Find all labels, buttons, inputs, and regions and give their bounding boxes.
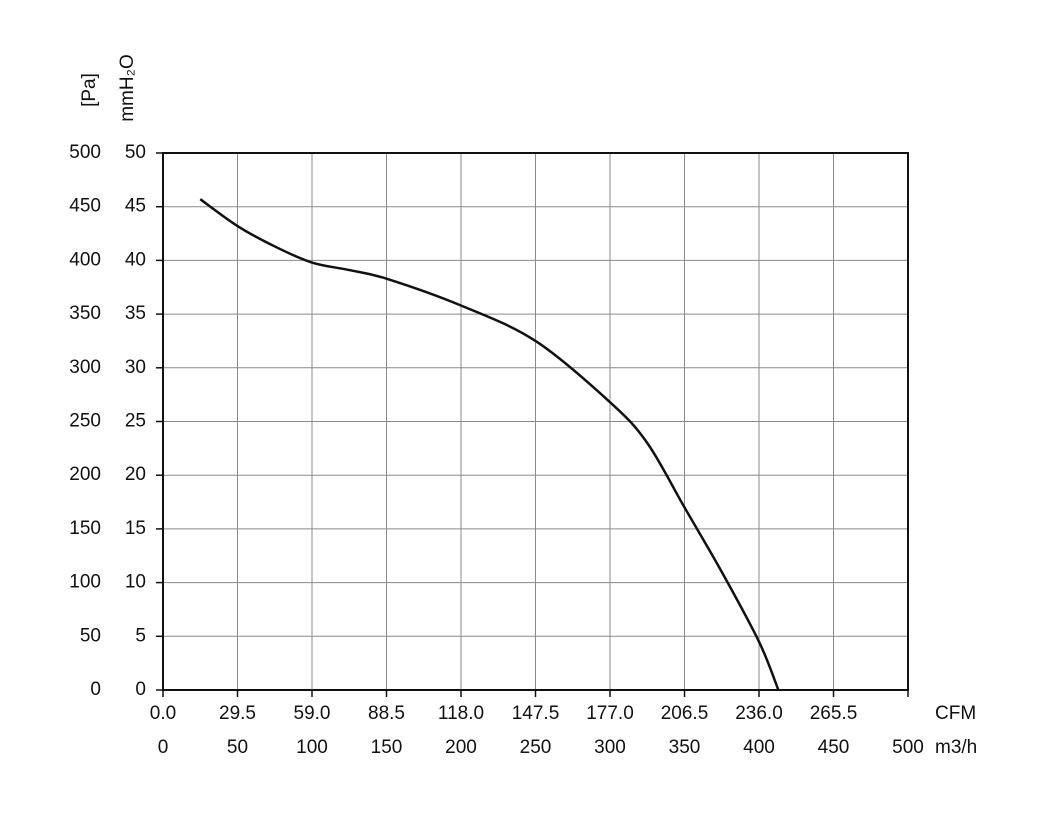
x-tick-label: 100: [296, 737, 328, 758]
y-tick-label: 0: [90, 679, 101, 700]
x2-axis-label: CFM: [935, 703, 976, 724]
y-tick-label: 100: [69, 572, 101, 593]
y-tick-label: 150: [69, 518, 101, 539]
y-axis-label: [Pa]: [79, 73, 100, 107]
x2-tick-label: 29.5: [219, 703, 256, 724]
x-tick-label: 400: [743, 737, 775, 758]
x-tick-label: 500: [892, 737, 924, 758]
y2-tick-label: 15: [125, 518, 146, 539]
x2-tick-label: 118.0: [438, 703, 484, 724]
plot-frame: [162, 152, 909, 691]
y-tick-label: 250: [69, 411, 101, 432]
x2-tick-label: 236.0: [735, 703, 783, 724]
y2-tick-label: 35: [125, 303, 146, 324]
x-tick-label: 200: [445, 737, 477, 758]
y2-tick-label: 20: [125, 464, 146, 485]
x2-tick-label: 88.5: [368, 703, 405, 724]
y2-tick-label: 10: [125, 572, 146, 593]
x2-tick-label: 147.5: [512, 703, 560, 724]
x-tick-label: 450: [818, 737, 850, 758]
y2-tick-label: 30: [125, 357, 146, 378]
x-tick-label: 350: [669, 737, 701, 758]
y2-axis-label: mmH₂O: [117, 54, 138, 122]
x-axis-label: m3/h: [935, 737, 977, 758]
y-tick-label: 300: [69, 357, 101, 378]
y2-tick-label: 0: [135, 679, 146, 700]
x-tick-label: 0: [158, 737, 169, 758]
y-tick-label: 400: [69, 249, 101, 270]
x2-tick-label: 59.0: [294, 703, 331, 724]
x-tick-label: 300: [594, 737, 626, 758]
y-tick-label: 450: [69, 196, 101, 217]
x2-tick-label: 0.0: [150, 703, 176, 724]
y2-tick-label: 5: [135, 625, 146, 646]
y-tick-label: 200: [69, 464, 101, 485]
x-tick-label: 250: [520, 737, 552, 758]
x-tick-label: 50: [227, 737, 248, 758]
y2-tick-label: 40: [125, 249, 146, 270]
curve: [199, 198, 780, 691]
x2-tick-label: 265.5: [810, 703, 858, 724]
y2-tick-label: 45: [125, 196, 146, 217]
x2-tick-label: 206.5: [661, 703, 709, 724]
x2-tick-label: 177.0: [586, 703, 634, 724]
y-tick-label: 50: [80, 625, 101, 646]
y2-tick-label: 50: [125, 142, 146, 163]
y2-tick-label: 25: [125, 411, 146, 432]
y-tick-label: 500: [69, 142, 101, 163]
x-tick-label: 150: [371, 737, 403, 758]
y-tick-label: 350: [69, 303, 101, 324]
